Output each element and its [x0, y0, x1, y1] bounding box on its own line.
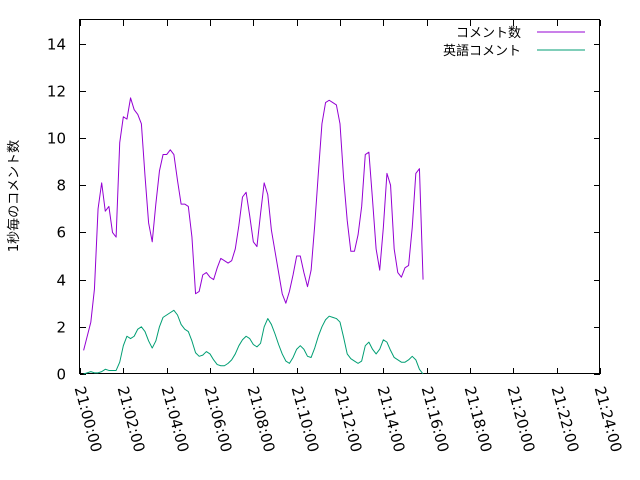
y-tick-label-6: 12 [47, 83, 66, 101]
y-tick-label-4: 8 [56, 177, 66, 195]
x-tick-label-3: 21:06:00 [201, 384, 236, 454]
x-tick-label-11: 21:22:00 [548, 384, 583, 454]
y-tick-label-2: 4 [56, 272, 66, 290]
plot-frame [79, 19, 600, 374]
series-layer [83, 97, 424, 375]
x-tick-label-0: 21:00:00 [71, 384, 106, 454]
x-tick-label-9: 21:18:00 [461, 384, 496, 454]
x-tick-label-10: 21:20:00 [504, 384, 539, 454]
legend-label-english-comments: 英語コメント [443, 43, 521, 59]
x-tick-label-8: 21:16:00 [418, 384, 453, 454]
y-tick-label-1: 2 [56, 319, 66, 337]
x-tick-label-6: 21:12:00 [331, 384, 366, 454]
series-line-1 [83, 309, 424, 375]
y-tick-label-5: 10 [47, 130, 66, 148]
x-tick-label-4: 21:08:00 [244, 384, 279, 454]
x-tick-label-7: 21:14:00 [374, 384, 409, 454]
y-axis-title: 1秒毎のコメント数 [6, 140, 22, 252]
x-tick-label-2: 21:04:00 [158, 384, 193, 454]
legend-label-comments: コメント数 [456, 26, 521, 41]
y-tick-label-3: 6 [56, 224, 66, 242]
x-axis: 21:00:00 21:02:00 21:04:00 21:06:00 21:08:00… [71, 20, 626, 454]
y-axis: 0 2 4 6 8 10 12 14 [47, 36, 600, 384]
y-tick-label-0: 0 [56, 366, 66, 384]
series-line-0 [83, 97, 424, 351]
x-tick-label-1: 21:02:00 [114, 384, 149, 454]
x-tick-label-12: 21:24:00 [591, 384, 626, 454]
y-tick-label-7: 14 [47, 36, 66, 54]
x-tick-label-5: 21:10:00 [288, 384, 323, 454]
legend: コメント数 英語コメント [443, 26, 585, 59]
